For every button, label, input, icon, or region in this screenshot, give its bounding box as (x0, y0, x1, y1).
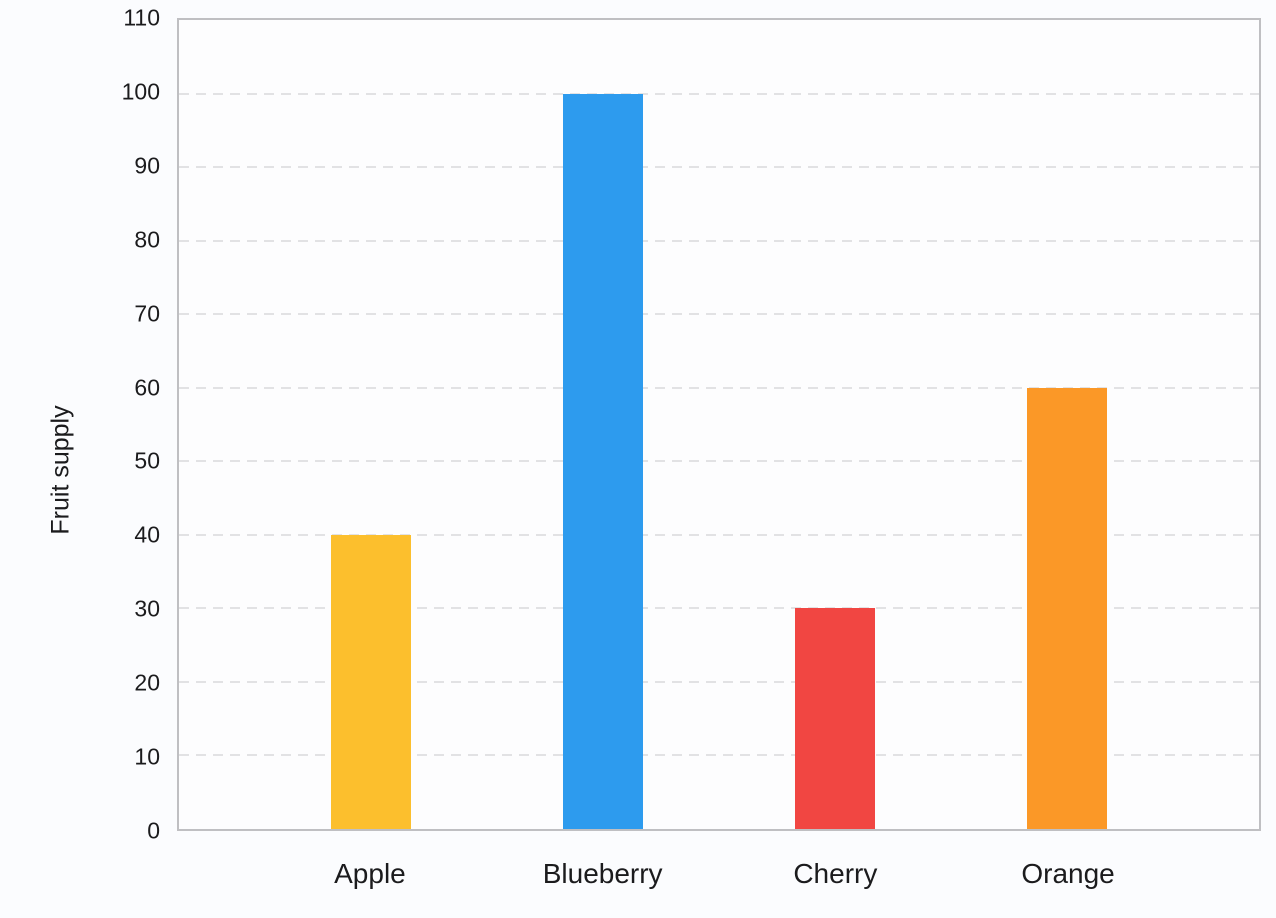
plot-area (177, 18, 1261, 831)
y-tick-label: 40 (134, 521, 160, 548)
y-tick-label: 50 (134, 447, 160, 474)
y-tick-label: 60 (134, 374, 160, 401)
y-tick-label: 110 (123, 4, 160, 31)
x-category-label-orange: Orange (1021, 858, 1115, 889)
bar-blueberry (563, 93, 644, 829)
y-tick-label: 0 (147, 817, 160, 844)
grid-line (179, 460, 1259, 463)
grid-line (179, 313, 1259, 316)
y-tick-label: 90 (134, 152, 160, 179)
bar-apple (331, 534, 412, 829)
y-tick-label: 100 (121, 78, 160, 105)
grid-line (179, 533, 1259, 536)
x-category-label-apple: Apple (334, 858, 406, 889)
grid-line (179, 239, 1259, 242)
grid-line (179, 92, 1259, 95)
x-axis-category-labels: Apple Blueberry Cherry Orange (177, 852, 1261, 896)
y-tick-label: 20 (134, 669, 160, 696)
grid-line (179, 680, 1259, 683)
grid-line (179, 754, 1259, 757)
grid-line (179, 607, 1259, 610)
grid-line (179, 386, 1259, 389)
y-tick-label: 10 (134, 743, 160, 770)
x-category-label-blueberry: Blueberry (542, 858, 663, 889)
y-tick-label: 30 (134, 595, 160, 622)
y-axis-tick-labels: 0 10 20 30 40 50 60 70 80 90 100 110 (0, 6, 160, 842)
grid-line (179, 166, 1259, 169)
bar-cherry (794, 608, 875, 829)
y-tick-label: 70 (134, 300, 160, 327)
y-tick-label: 80 (134, 226, 160, 253)
bar-orange (1026, 387, 1107, 829)
x-category-label-cherry: Cherry (793, 858, 878, 889)
